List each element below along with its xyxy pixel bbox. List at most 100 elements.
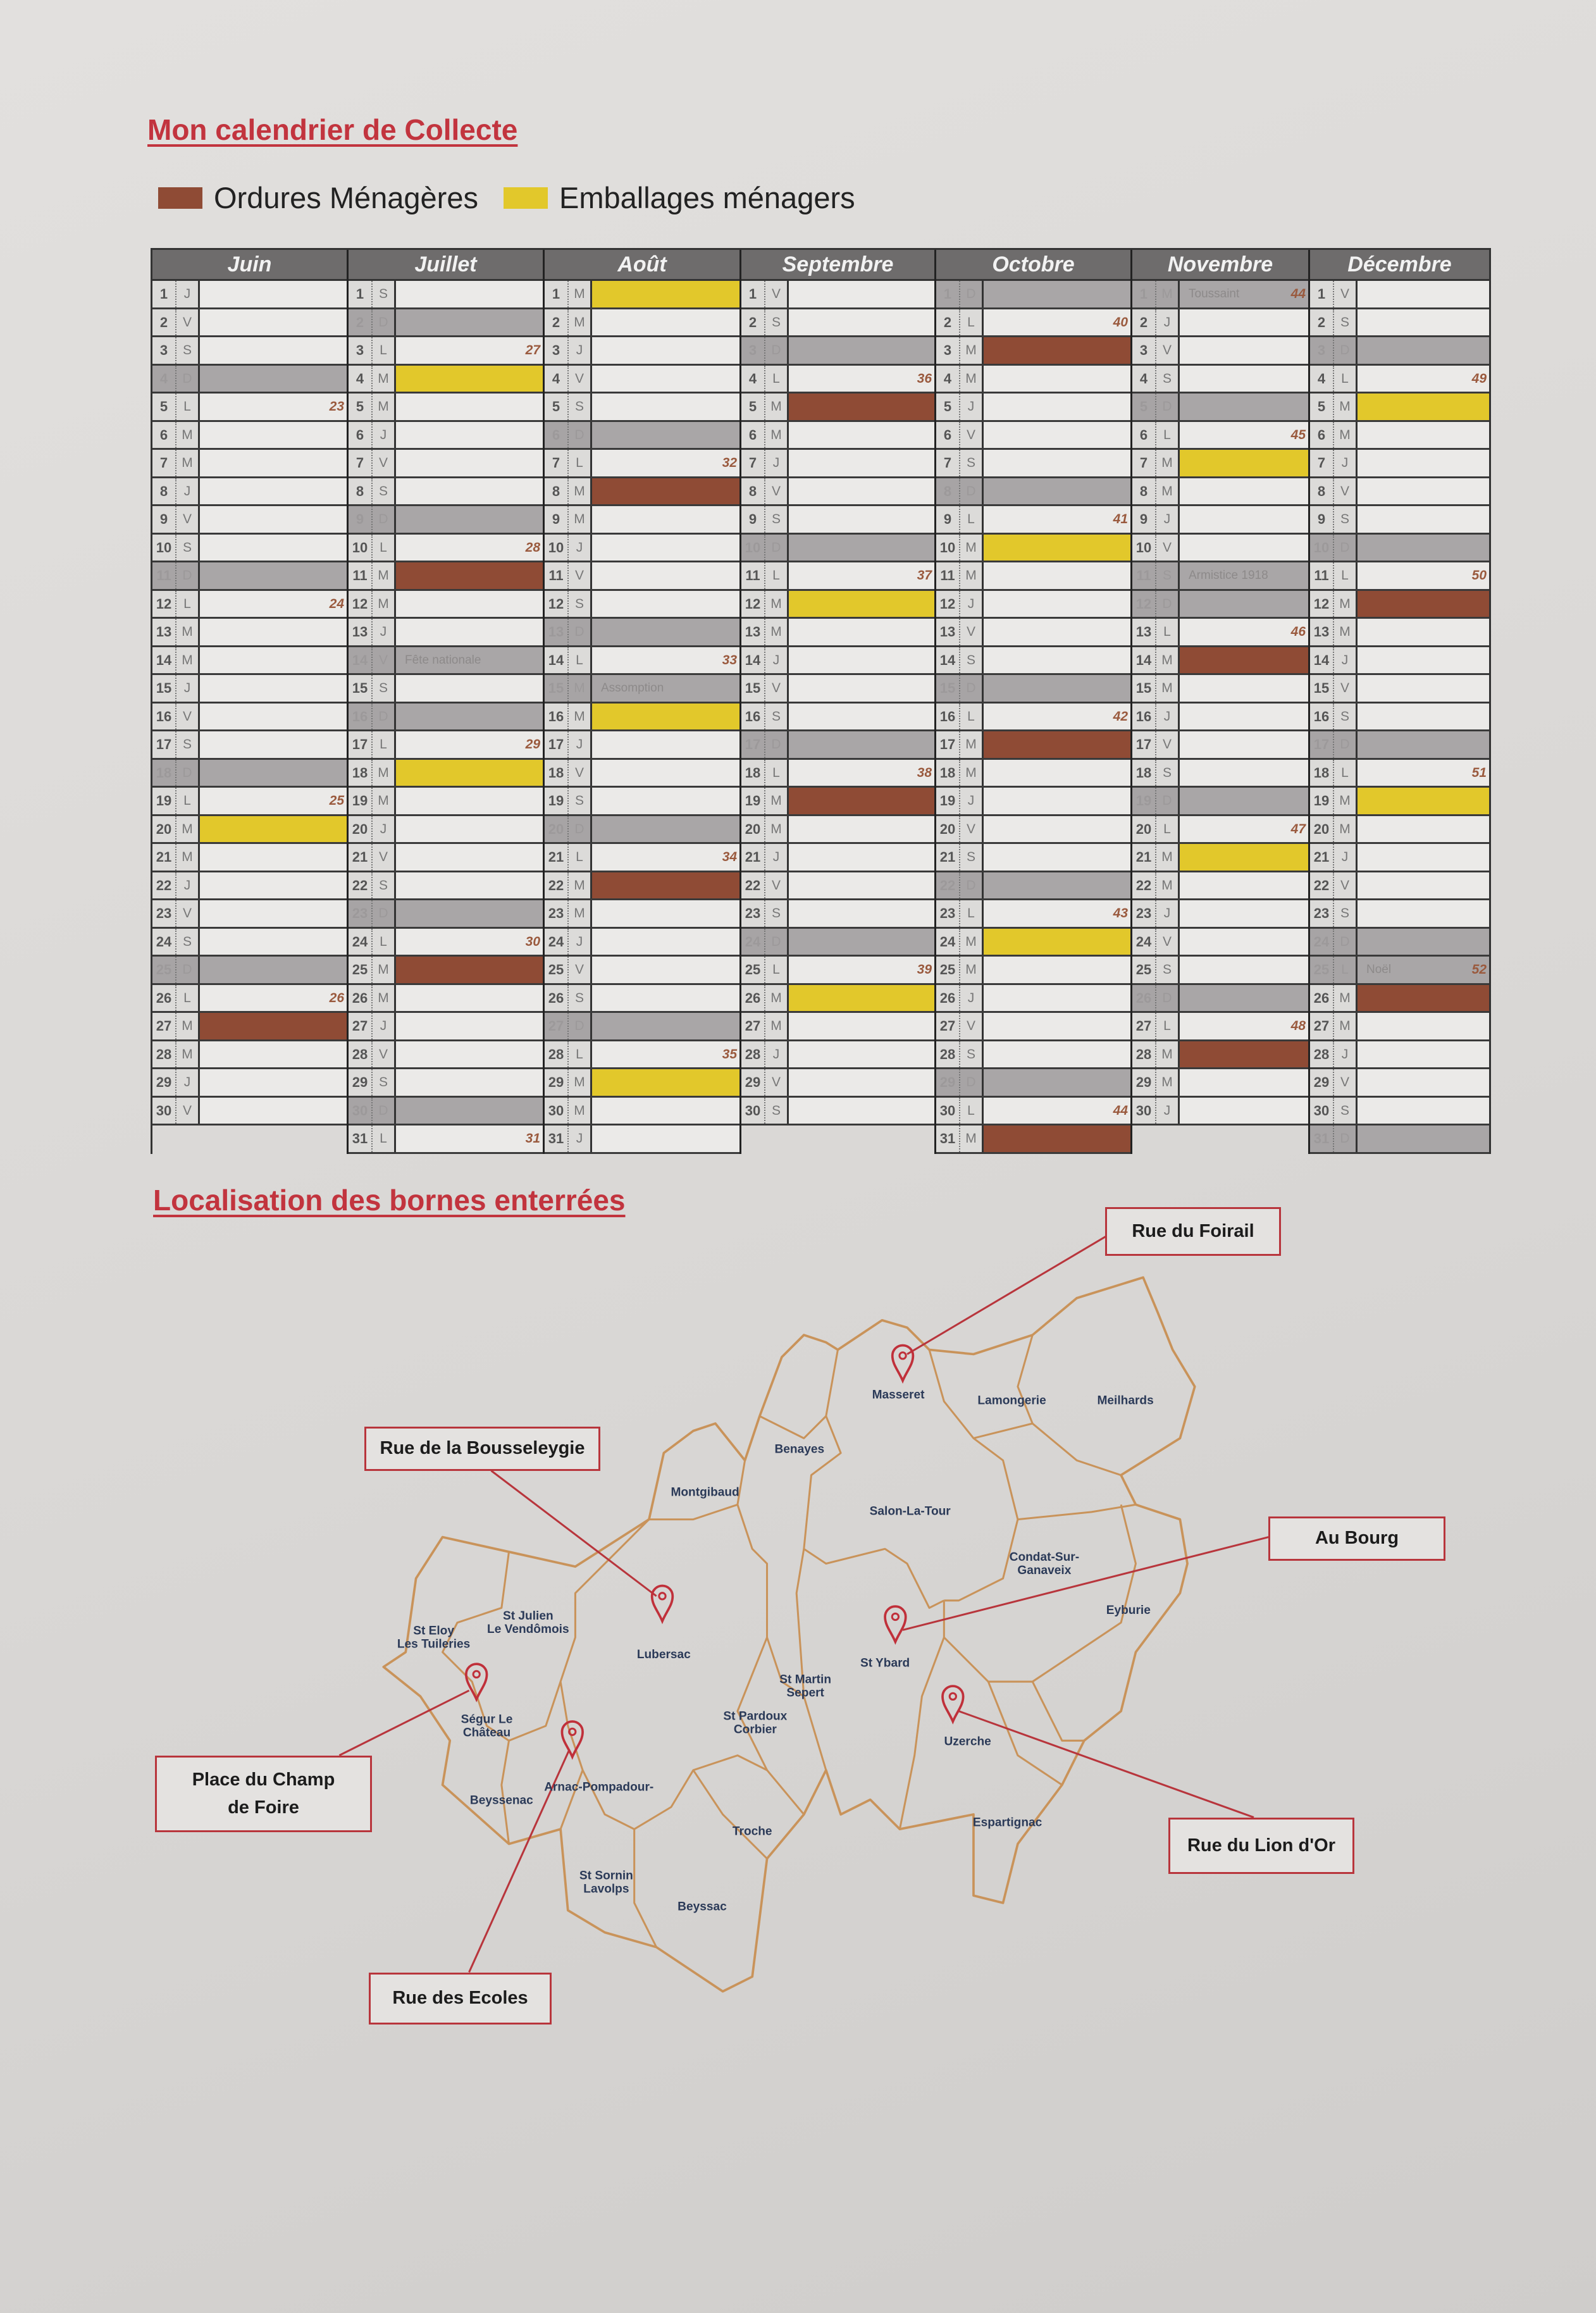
week-number: 38 bbox=[917, 765, 932, 780]
weekday-letter: J bbox=[1156, 703, 1180, 729]
emballages-collection bbox=[789, 590, 934, 617]
ordures-collection bbox=[200, 1013, 347, 1039]
day-cell bbox=[396, 703, 543, 729]
day-cell bbox=[1180, 365, 1308, 392]
holiday-label: Noël bbox=[1366, 963, 1392, 976]
day-number: 30 bbox=[1132, 1097, 1156, 1124]
day-row: 12 J bbox=[936, 590, 1130, 619]
day-row: 11 L 37 bbox=[741, 562, 934, 591]
day-cell: 31 bbox=[396, 1125, 543, 1152]
day-cell: 27 bbox=[396, 337, 543, 364]
day-row: 24 D bbox=[1310, 928, 1489, 957]
weekday-letter: M bbox=[176, 844, 200, 871]
day-number: 28 bbox=[1132, 1041, 1156, 1067]
day-cell bbox=[200, 421, 347, 448]
day-cell bbox=[200, 1041, 347, 1067]
day-cell bbox=[396, 421, 543, 448]
day-number: 7 bbox=[1132, 450, 1156, 476]
day-cell bbox=[984, 815, 1130, 842]
day-number: 11 bbox=[545, 562, 569, 589]
weekday-letter: V bbox=[765, 675, 789, 702]
commune-boundary bbox=[944, 1437, 1019, 1602]
day-number: 13 bbox=[741, 619, 765, 645]
day-number: 30 bbox=[741, 1097, 765, 1124]
day-row: 19 D bbox=[1132, 788, 1308, 816]
day-row: 21 J bbox=[1310, 844, 1489, 872]
day-cell bbox=[1358, 337, 1489, 364]
weekday-letter: M bbox=[765, 394, 789, 420]
day-number: 18 bbox=[349, 759, 373, 786]
day-row: 22 D bbox=[936, 872, 1130, 900]
day-row: 14 J bbox=[741, 647, 934, 675]
day-row: 14 M bbox=[1132, 647, 1308, 675]
day-number: 16 bbox=[1132, 703, 1156, 729]
weekday-letter: J bbox=[1334, 1041, 1358, 1067]
day-row: 16 S bbox=[741, 703, 934, 731]
weekday-letter: L bbox=[373, 731, 396, 758]
day-number: 16 bbox=[936, 703, 960, 729]
commune-boundary bbox=[766, 1637, 805, 1697]
day-cell bbox=[1358, 1125, 1489, 1152]
day-row: 20 M bbox=[152, 815, 347, 844]
day-row: 31 D bbox=[1310, 1125, 1489, 1154]
weekday-letter: V bbox=[1334, 872, 1358, 898]
day-row: 4 L 49 bbox=[1310, 365, 1489, 394]
day-cell: 45 bbox=[1180, 421, 1308, 448]
day-number: 26 bbox=[1310, 984, 1334, 1011]
day-row: 14 S bbox=[936, 647, 1130, 675]
day-row: 17 S bbox=[152, 731, 347, 760]
day-cell bbox=[200, 478, 347, 504]
day-row: 19 J bbox=[936, 788, 1130, 816]
day-row: 12 M bbox=[741, 590, 934, 619]
day-number: 20 bbox=[936, 815, 960, 842]
day-number: 22 bbox=[152, 872, 176, 898]
map-pin-icon bbox=[891, 1344, 915, 1384]
weekday-letter: J bbox=[569, 928, 592, 955]
weekday-letter: M bbox=[176, 450, 200, 476]
day-cell bbox=[592, 788, 739, 814]
commune-label: Lubersac bbox=[637, 1648, 691, 1661]
ordures-collection bbox=[984, 1125, 1130, 1152]
day-row: 14 L 33 bbox=[545, 647, 739, 675]
day-number: 13 bbox=[349, 619, 373, 645]
callout-leader-line bbox=[468, 1749, 571, 1973]
day-number: 19 bbox=[936, 788, 960, 814]
weekday-letter: J bbox=[569, 534, 592, 561]
day-number: 13 bbox=[1310, 619, 1334, 645]
commune-label: St Martin Sepert bbox=[779, 1673, 831, 1699]
week-number: 29 bbox=[525, 737, 540, 752]
day-cell bbox=[984, 872, 1130, 898]
commune-boundary bbox=[633, 1829, 658, 1948]
day-cell bbox=[984, 365, 1130, 392]
day-row: 31 M bbox=[936, 1125, 1130, 1154]
day-row: 29 M bbox=[545, 1069, 739, 1098]
day-row: 30 M bbox=[545, 1097, 739, 1125]
day-cell bbox=[592, 590, 739, 617]
day-number: 3 bbox=[1310, 337, 1334, 364]
day-number: 17 bbox=[741, 731, 765, 758]
weekday-letter: L bbox=[960, 1097, 984, 1124]
day-cell bbox=[592, 1097, 739, 1124]
day-row: 30 S bbox=[1310, 1097, 1489, 1125]
day-cell: 41 bbox=[984, 506, 1130, 533]
ordures-collection bbox=[1358, 984, 1489, 1011]
day-cell bbox=[1180, 1097, 1308, 1124]
day-cell bbox=[200, 1069, 347, 1096]
ordures-swatch bbox=[158, 187, 202, 209]
day-number: 16 bbox=[1310, 703, 1334, 729]
day-number: 1 bbox=[152, 281, 176, 307]
day-row: 26 L 26 bbox=[152, 984, 347, 1013]
weekday-letter: J bbox=[765, 844, 789, 871]
day-number: 19 bbox=[349, 788, 373, 814]
day-cell bbox=[592, 928, 739, 955]
